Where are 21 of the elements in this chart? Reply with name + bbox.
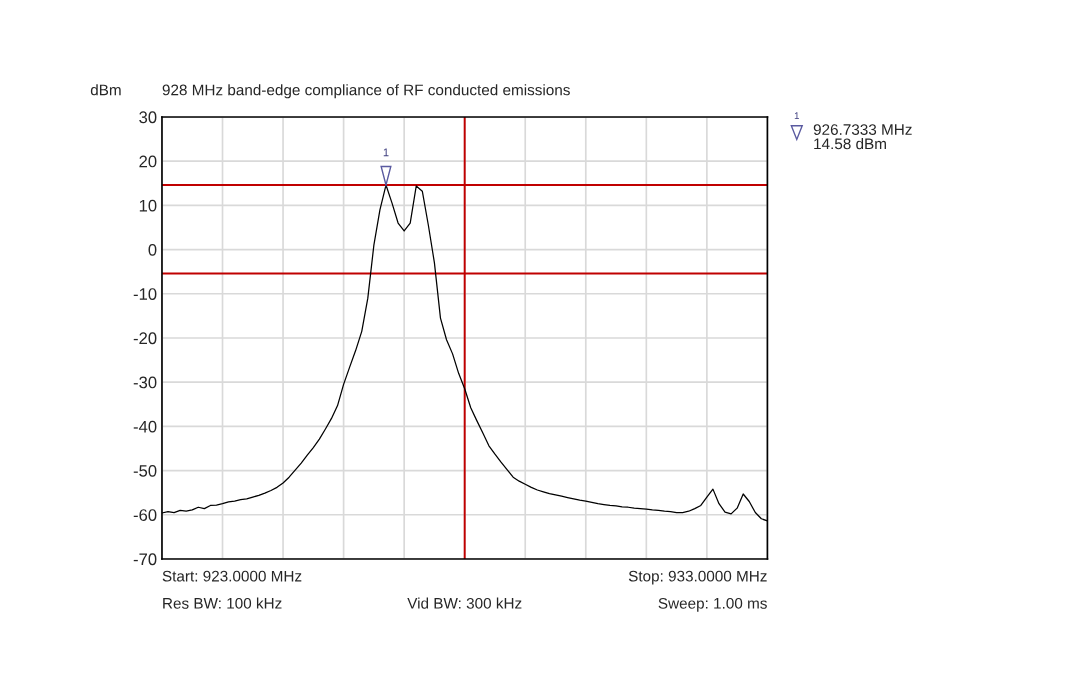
y-tick-label: -60: [133, 509, 157, 521]
text: Sweep: 1.00 ms: [658, 597, 767, 612]
y-tick-label: 30: [139, 111, 157, 124]
y-tick-label: -30: [133, 376, 157, 389]
y-tick-label: 10: [139, 199, 157, 212]
text: Start: 923.0000 MHz: [162, 570, 302, 582]
y-tick-label: -40: [133, 420, 157, 433]
text: 926.7333 MHz 14.58 dBm: [813, 124, 912, 150]
y-axis-title: dBm: [90, 84, 121, 96]
chart-title: 928 MHz band-edge compliance of RF conducted emissions: [162, 84, 570, 99]
text: 1: [794, 112, 799, 119]
text: Res BW: 100 kHz: [163, 597, 282, 609]
y-tick-label: -10: [133, 288, 157, 300]
annotation: 1: [383, 148, 389, 157]
y-tick-label: -50: [133, 464, 157, 477]
text: Vid BW: 300 kHz: [407, 597, 522, 609]
y-tick-label: 0: [148, 243, 157, 256]
y-tick-label: 20: [139, 155, 157, 168]
text: Stop: 933.0000 MHz: [628, 570, 767, 585]
y-tick-label: -20: [133, 332, 157, 345]
y-tick-label: -70: [133, 553, 157, 566]
